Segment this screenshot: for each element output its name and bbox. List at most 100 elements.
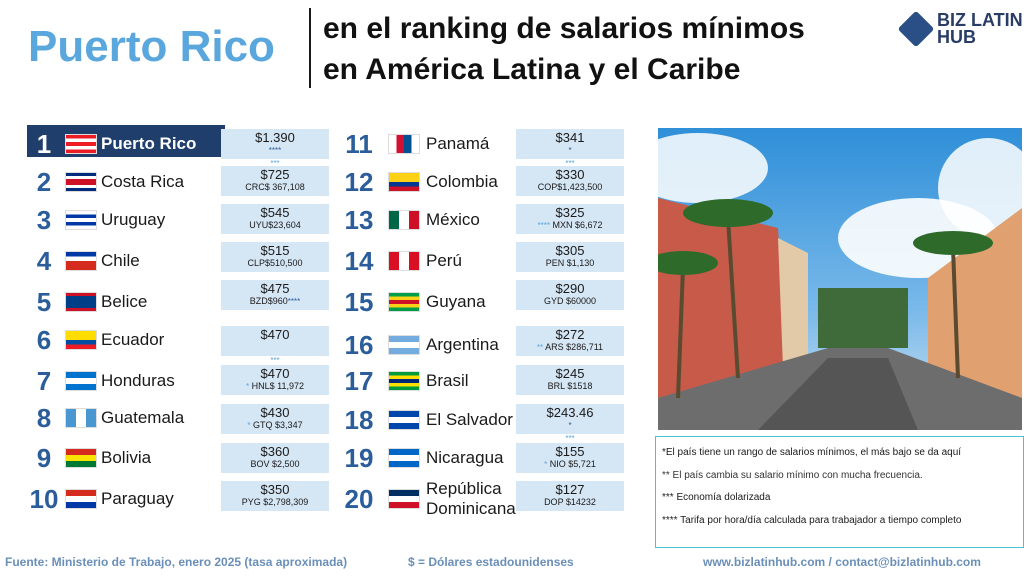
ranking-row: 17 Brasil (340, 362, 469, 400)
rank-number: 20 (344, 483, 374, 514)
ranking-row: 18 El Salvador (340, 401, 513, 439)
ranking-row: 7 Honduras (27, 362, 175, 400)
salary-local: **** *** (221, 144, 329, 170)
rank-number: 2 (36, 166, 52, 197)
local-currency: PEN $1,130 (545, 258, 595, 268)
salary-box: $430 * GTQ $3,347 (221, 404, 329, 434)
ranking-row: 20 República Dominicana (340, 479, 521, 518)
street-photo (658, 128, 1022, 430)
rank-number: 12 (344, 166, 374, 197)
salary-box: $272 ** ARS $286,711 (516, 326, 624, 356)
salary-box: $330 COP$1,423,500 (516, 166, 624, 196)
local-currency: CLP$510,500 (247, 258, 303, 268)
country-name: Costa Rica (101, 172, 185, 191)
flag-icon (388, 210, 420, 230)
salary-local: DOP $14232 (516, 496, 624, 509)
flag-icon (65, 292, 97, 312)
ranking-row: 13 México (340, 201, 480, 239)
notes-box: *El país tiene un rango de salarios míni… (655, 436, 1024, 548)
salary-usd: $127 (555, 482, 585, 497)
flag-icon (65, 408, 97, 428)
note-marker: * (247, 421, 251, 430)
country-name: Chile (101, 251, 140, 270)
salary-box: $545 UYU$23,604 (221, 204, 329, 234)
rank-number: 19 (344, 442, 374, 473)
salary-usd: $545 (260, 205, 290, 220)
salary-box: $350 PYG $2,798,309 (221, 481, 329, 511)
salary-local: PYG $2,798,309 (221, 496, 329, 509)
salary-usd: $305 (555, 243, 585, 258)
salary-box: $305 PEN $1,130 (516, 242, 624, 272)
logo-text-2: HUB (937, 27, 976, 47)
salary-local: *** (221, 341, 329, 367)
bizlatinhub-logo: BIZ LATIN HUB (897, 10, 1023, 48)
country-name: Nicaragua (426, 448, 504, 467)
ranking-row: 6 Ecuador (27, 321, 165, 359)
title-line-1: en el ranking de salarios mínimos (323, 12, 805, 45)
note-marker: *** (270, 356, 280, 365)
salary-box: $243.46 * *** (516, 404, 624, 443)
note-marker: ** (536, 343, 544, 352)
country-name: Belice (101, 292, 148, 311)
ranking-row: 14 Perú (340, 242, 462, 280)
salary-local: BRL $1518 (516, 380, 624, 393)
local-currency: GTQ $3,347 (253, 420, 303, 430)
salary-local: **** MXN $6,672 (516, 219, 624, 232)
salary-local: UYU$23,604 (221, 219, 329, 232)
flag-icon (388, 251, 420, 271)
note-marker: * (568, 146, 572, 155)
salary-local: BZD$960**** (221, 295, 329, 308)
local-currency: COP$1,423,500 (537, 182, 603, 192)
note-marker: *** (270, 159, 280, 168)
ranking-row: 16 Argentina (340, 326, 499, 364)
contact-link[interactable]: www.bizlatinhub.com / contact@bizlatinhu… (703, 555, 981, 569)
note-marker: * (245, 382, 250, 391)
salary-usd: $245 (555, 366, 585, 381)
local-currency: GYD $60000 (543, 296, 597, 306)
local-currency: BZD$960 (249, 296, 288, 306)
note-1: *El país tiene un rango de salarios míni… (662, 447, 962, 458)
salary-local: CRC$ 367,108 (221, 181, 329, 194)
salary-usd: $325 (555, 205, 585, 220)
local-currency: ARS $286,711 (545, 342, 604, 352)
ranking-row: 15 Guyana (340, 283, 486, 321)
salary-box: $725 CRC$ 367,108 (221, 166, 329, 196)
flag-icon (388, 448, 420, 468)
flag-icon (65, 210, 97, 230)
salary-box: $475 BZD$960**** (221, 280, 329, 310)
note-4: **** Tarifa por hora/día calculada para … (662, 514, 962, 526)
flag-icon (65, 489, 97, 509)
rank-number: 9 (36, 442, 52, 473)
salary-box: $290 GYD $60000 (516, 280, 624, 310)
rank-number: 8 (36, 402, 52, 433)
ranking-row: 5 Belice (27, 283, 148, 321)
salary-local: GYD $60000 (516, 295, 624, 308)
note-marker: **** (537, 221, 550, 230)
note-marker: * (568, 421, 572, 430)
local-currency: BOV $2,500 (250, 459, 300, 469)
page-title-country: Puerto Rico (28, 22, 275, 71)
country-name: El Salvador (426, 410, 513, 429)
ranking-row: 8 Guatemala (27, 399, 184, 437)
local-currency: BRL $1518 (547, 381, 593, 391)
title-divider (309, 8, 311, 88)
salary-box: $127 DOP $14232 (516, 481, 624, 511)
salary-box: $360 BOV $2,500 (221, 443, 329, 473)
salary-local: CLP$510,500 (221, 257, 329, 270)
page-title: en el ranking de salarios mínimos en Amé… (323, 8, 805, 90)
country-name: Ecuador (101, 330, 165, 349)
ranking-row: 2 Costa Rica (27, 163, 184, 201)
ranking-row: 1 Puerto Rico (27, 125, 225, 163)
title-line-2: en América Latina y el Caribe (323, 53, 741, 86)
flag-icon (65, 172, 97, 192)
country-name: Puerto Rico (101, 134, 197, 153)
salary-local: * HNL$ 11,972 (221, 380, 329, 393)
country-name: Colombia (426, 172, 498, 191)
highlight-bar (27, 125, 225, 157)
salary-usd: $470 (260, 366, 290, 381)
flag-icon (65, 330, 97, 350)
note-marker: **** (287, 297, 301, 306)
note-marker: *** (565, 159, 575, 168)
country-name: Guyana (426, 292, 486, 311)
flag-icon (65, 134, 97, 154)
